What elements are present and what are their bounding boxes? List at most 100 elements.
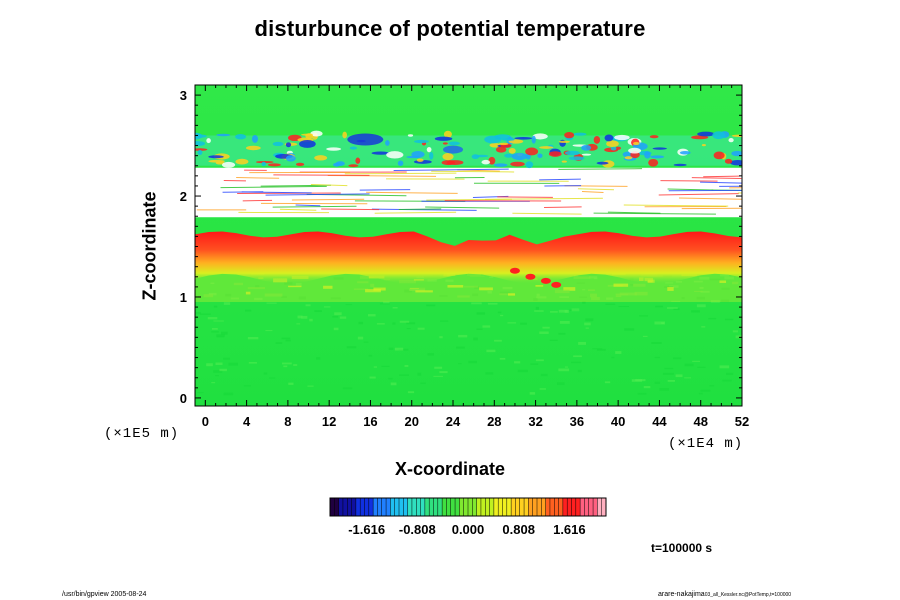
field-texture bbox=[439, 336, 443, 339]
field-texture bbox=[285, 339, 291, 342]
wave-blob bbox=[481, 159, 491, 165]
streak bbox=[737, 192, 742, 194]
wave-blob bbox=[564, 150, 580, 156]
field-texture bbox=[654, 321, 666, 325]
field-texture bbox=[540, 373, 548, 377]
wave-blob bbox=[285, 155, 296, 162]
field-texture bbox=[578, 341, 587, 345]
colorbar-cell bbox=[567, 498, 572, 516]
colorbar-cell bbox=[480, 498, 486, 516]
field-texture bbox=[215, 362, 223, 365]
wave-blob bbox=[371, 151, 390, 155]
warm-layer bbox=[195, 231, 742, 284]
field-texture bbox=[307, 385, 314, 387]
yellow-texture bbox=[373, 287, 386, 291]
wave-blob bbox=[413, 139, 429, 144]
field-texture bbox=[295, 282, 302, 286]
streak bbox=[691, 177, 742, 179]
wave-blob bbox=[488, 156, 496, 165]
wave-blob bbox=[416, 158, 424, 162]
field-texture bbox=[468, 360, 477, 364]
field-texture bbox=[669, 285, 679, 288]
field-texture bbox=[696, 296, 705, 300]
wave-blob bbox=[531, 135, 536, 144]
field-texture bbox=[376, 323, 385, 325]
field-texture bbox=[208, 292, 217, 296]
field-texture bbox=[265, 330, 273, 332]
yellow-texture bbox=[591, 296, 600, 301]
colorbar-cell bbox=[532, 498, 538, 516]
colorbar-cell bbox=[580, 498, 585, 516]
wave-blob bbox=[429, 152, 434, 160]
field-texture bbox=[517, 369, 528, 373]
yellow-texture bbox=[732, 281, 739, 285]
field-texture bbox=[339, 316, 347, 319]
field-texture bbox=[296, 323, 301, 325]
field-texture bbox=[559, 320, 570, 324]
colorbar-cell bbox=[562, 498, 568, 516]
field-texture bbox=[535, 359, 544, 362]
yellow-texture bbox=[619, 292, 637, 296]
wave-blob bbox=[342, 131, 348, 139]
streak bbox=[241, 191, 312, 194]
warm-spot bbox=[551, 281, 562, 288]
field-texture bbox=[345, 304, 353, 306]
field-texture bbox=[223, 302, 231, 305]
yellow-texture bbox=[409, 287, 426, 291]
z-scale-label: (×1E5 m) bbox=[104, 426, 180, 442]
colorbar-cell bbox=[597, 498, 602, 516]
colorbar-cell bbox=[330, 498, 335, 516]
yellow-texture bbox=[370, 283, 375, 288]
field-texture bbox=[514, 361, 521, 364]
field-texture bbox=[701, 326, 706, 328]
field-texture bbox=[255, 285, 260, 288]
colorbar-cell bbox=[519, 498, 525, 516]
field-texture bbox=[390, 382, 397, 386]
wave-blob bbox=[484, 135, 502, 144]
field-texture bbox=[611, 356, 615, 359]
wave-blob bbox=[573, 132, 587, 136]
yellow-texture bbox=[245, 291, 251, 295]
yellow-texture bbox=[563, 287, 576, 291]
wave-blob bbox=[443, 130, 452, 138]
y-tick-label: 1 bbox=[180, 290, 187, 305]
x-tick-label: 44 bbox=[652, 414, 667, 429]
streak bbox=[260, 184, 331, 187]
wave-blob bbox=[561, 160, 567, 163]
field-texture bbox=[719, 274, 730, 277]
field-texture bbox=[346, 346, 357, 349]
colorbar-cell bbox=[558, 498, 564, 516]
yellow-texture bbox=[573, 276, 591, 279]
colorbar-cell bbox=[355, 498, 361, 516]
wave-blob bbox=[532, 133, 548, 140]
field-texture bbox=[618, 306, 630, 308]
chart-title: disturbunce of potential temperature bbox=[254, 16, 646, 41]
wave-blob bbox=[272, 141, 284, 147]
field-texture bbox=[732, 330, 739, 333]
wave-blob bbox=[448, 141, 460, 146]
wave-blob bbox=[349, 146, 357, 150]
field-texture bbox=[283, 365, 288, 368]
wave-blob bbox=[195, 148, 208, 151]
field-texture bbox=[445, 279, 454, 282]
wave-blob bbox=[504, 153, 514, 158]
wave-blob bbox=[673, 163, 687, 167]
wave-blob bbox=[386, 151, 404, 159]
field-texture bbox=[549, 339, 558, 341]
field-texture bbox=[710, 300, 720, 303]
colorbar-cell bbox=[338, 498, 344, 516]
yellow-texture bbox=[613, 283, 629, 287]
field-texture bbox=[439, 295, 448, 297]
y-tick-label: 0 bbox=[180, 391, 187, 406]
field-texture bbox=[692, 360, 700, 362]
yellow-texture bbox=[357, 281, 369, 284]
streak bbox=[678, 197, 742, 200]
field-texture bbox=[584, 322, 591, 326]
field-texture bbox=[573, 355, 582, 358]
wave-blob bbox=[731, 150, 742, 157]
field-texture bbox=[520, 322, 527, 325]
colorbar-cell bbox=[386, 498, 391, 516]
field-texture bbox=[502, 286, 513, 290]
